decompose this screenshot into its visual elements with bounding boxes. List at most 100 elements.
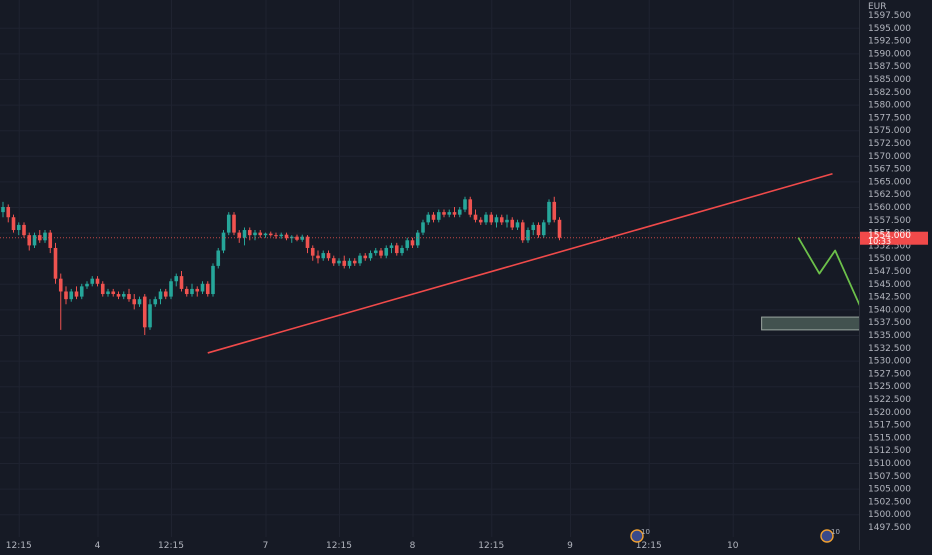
candle — [116, 291, 121, 300]
trendline — [207, 172, 833, 354]
price-tick-label: 1527.500 — [868, 369, 911, 379]
candle — [174, 273, 179, 287]
event-markers[interactable]: 10 10 — [630, 528, 840, 543]
candle — [447, 209, 452, 218]
event-marker-icon — [630, 529, 644, 543]
candle — [69, 288, 74, 302]
candle-body — [190, 288, 194, 295]
price-tick-label: 1517.500 — [868, 421, 911, 431]
price-tick-label: 1520.000 — [868, 408, 911, 418]
candle-body — [331, 258, 336, 264]
candle-body — [515, 222, 520, 228]
candle — [326, 250, 331, 261]
candle-body — [163, 291, 168, 297]
candle — [394, 242, 399, 256]
price-axis[interactable]: 1497.500 1500.000 1502.500 1505.000 1507.500… — [859, 0, 932, 550]
candle-body — [169, 281, 173, 297]
candle-body — [363, 255, 368, 259]
candles — [0, 196, 859, 335]
price-tick-label: 1505.000 — [868, 485, 911, 495]
price-tick-label: 1525.000 — [868, 382, 911, 392]
candle — [499, 214, 504, 225]
candle-body — [184, 288, 189, 295]
candle-body — [457, 209, 462, 215]
candle-body — [447, 212, 452, 215]
candle — [400, 245, 404, 256]
time-axis-background — [0, 537, 859, 550]
candle-body — [142, 296, 147, 328]
candle — [216, 247, 221, 269]
candle-body — [237, 232, 242, 238]
candle-body — [421, 222, 425, 233]
candle-body — [258, 232, 263, 236]
candle — [552, 196, 557, 223]
price-tick-label: 1572.500 — [868, 139, 911, 149]
candle-body — [22, 224, 26, 236]
event-marker-icon — [820, 529, 834, 543]
price-tick-label: 1565.000 — [868, 177, 911, 187]
candle — [379, 247, 383, 259]
time-tick-label: 10 — [727, 541, 739, 550]
price-tick-label: 1510.000 — [868, 459, 911, 469]
candle — [106, 288, 110, 297]
price-tick-label: 1582.500 — [868, 88, 911, 98]
candle-body — [6, 207, 11, 218]
candle — [473, 209, 478, 223]
candle-body — [121, 294, 126, 297]
candle — [27, 232, 32, 251]
candle-body — [274, 235, 278, 237]
time-tick-label: 12:15 — [478, 541, 504, 550]
candle-body — [58, 278, 63, 292]
candle — [368, 250, 373, 261]
candle — [468, 196, 473, 218]
candle — [363, 253, 368, 261]
candle — [85, 281, 89, 289]
candle-body — [337, 260, 341, 264]
candle — [200, 281, 205, 295]
candle — [300, 234, 305, 242]
candle — [426, 212, 431, 225]
candle — [331, 255, 336, 266]
time-tick-label: 7 — [263, 541, 269, 550]
candle-body — [358, 255, 362, 264]
candle — [263, 232, 268, 238]
grid-lines — [0, 0, 859, 537]
candle-body — [557, 219, 562, 238]
candle-body — [174, 276, 179, 282]
candle-body — [426, 214, 431, 223]
candle — [431, 212, 436, 223]
candle-body — [200, 283, 205, 292]
candle — [58, 273, 63, 330]
price-tick-label: 1547.500 — [868, 267, 911, 277]
time-tick-label: 12:15 — [326, 541, 352, 550]
candle — [547, 199, 551, 225]
event-marker-count: 10 — [641, 528, 650, 536]
candle-body — [106, 291, 110, 295]
candle — [169, 278, 173, 300]
candle-body — [247, 230, 252, 236]
candle — [226, 212, 231, 236]
candle-body — [116, 294, 121, 297]
candle-body — [379, 250, 383, 256]
candle-body — [295, 236, 299, 240]
candle — [321, 250, 326, 261]
candle-body — [48, 232, 53, 248]
price-tick-label: 1502.500 — [868, 497, 911, 507]
time-axis[interactable]: 12:15 4 12:15 7 12:15 8 12:15 9 12:15 10 — [0, 537, 859, 551]
candle — [211, 263, 215, 297]
price-tick-label: 1542.500 — [868, 293, 911, 303]
candle — [32, 232, 37, 248]
candle — [100, 281, 105, 297]
candle — [284, 232, 289, 241]
candle — [1, 201, 5, 218]
price-tick-label: 1545.000 — [868, 280, 911, 290]
price-tick-label: 1592.500 — [868, 37, 911, 47]
candle-body — [452, 212, 457, 215]
price-tick-label: 1590.000 — [868, 49, 911, 59]
candle — [253, 230, 257, 241]
candle — [221, 230, 226, 254]
price-tick-label: 1585.000 — [868, 75, 911, 85]
candle-body — [400, 247, 404, 254]
candle-body — [415, 232, 420, 246]
